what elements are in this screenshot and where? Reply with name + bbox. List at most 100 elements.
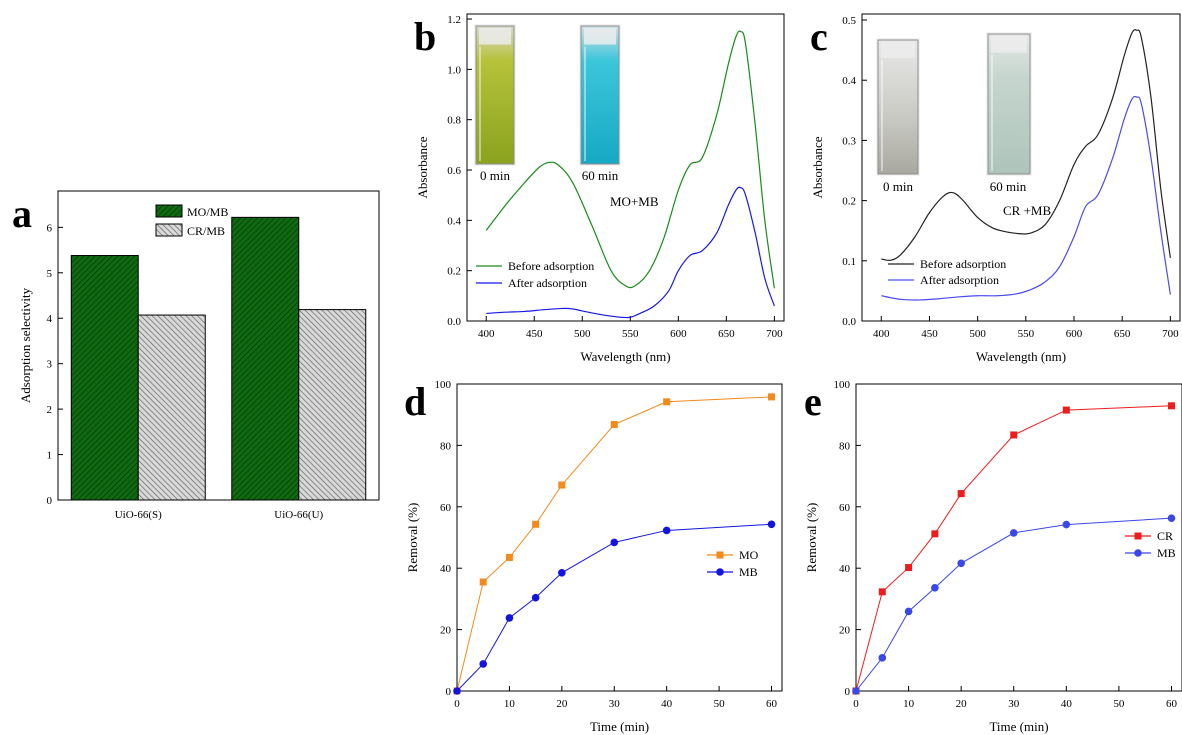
x-tick-label: 450 (526, 328, 543, 340)
x-tick-label: 60 (1166, 698, 1178, 710)
x-tick-label: 60 (766, 698, 778, 710)
x-tick-label: 10 (903, 698, 915, 710)
x-tick-label: 700 (1162, 328, 1179, 340)
x-tick-label: 600 (670, 328, 687, 340)
x-tick-label: 50 (1113, 698, 1125, 710)
y-tick-label: 1.2 (447, 14, 461, 26)
inset-label: 0 min (883, 179, 913, 194)
x-axis-label: Time (min) (590, 719, 649, 734)
vial-cap (479, 28, 511, 45)
data-point (957, 559, 965, 568)
x-tick-label: 450 (921, 328, 938, 340)
legend-label: CR (1157, 529, 1173, 543)
vial-body (987, 33, 1031, 175)
y-tick-label: 5 (47, 268, 53, 280)
series-line-mo (456, 396, 772, 692)
series-line-before-adsorption (485, 30, 775, 289)
data-point (558, 481, 566, 489)
vial-photo-60min (986, 32, 1032, 176)
bar-cr-mb (298, 309, 367, 501)
x-tick-label: 0 (454, 698, 460, 710)
legend-label: Before adsorption (508, 259, 594, 273)
legend-swatch (155, 204, 183, 218)
y-tick-label: 100 (834, 379, 851, 391)
x-tick-label: 20 (956, 698, 968, 710)
x-tick-label: 20 (556, 698, 568, 710)
legend-swatch (155, 223, 183, 237)
data-point (1062, 520, 1071, 529)
legend-marker (1134, 532, 1142, 540)
y-tick-label: 100 (435, 379, 452, 391)
x-tick-label: 0 (853, 698, 859, 710)
panel-letter-b: b (414, 14, 436, 59)
legend-label: MO (739, 548, 759, 562)
data-point (1010, 431, 1018, 439)
inset-label: 60 min (582, 168, 619, 183)
plot-frame-e (855, 383, 1182, 692)
series-line-before-adsorption (881, 29, 1171, 261)
y-tick-label: 3 (47, 359, 53, 371)
data-point (505, 614, 514, 622)
bar-mo-mb (70, 255, 139, 501)
x-tick-label: 500 (969, 328, 986, 340)
y-tick-label: 0.2 (842, 196, 856, 208)
y-axis-label: Removal (%) (405, 503, 420, 573)
annotation-text: CR +MB (1003, 203, 1051, 218)
series-line-mb (855, 517, 1172, 692)
x-tick-label: 40 (1061, 698, 1073, 710)
vial-photo-60min (579, 24, 621, 166)
x-tick-label: 700 (766, 328, 783, 340)
legend-marker (716, 568, 724, 576)
y-tick-label: 60 (440, 502, 452, 514)
plot-frame-c (861, 13, 1181, 322)
legend-label: After adsorption (920, 273, 999, 287)
x-tick-label: 30 (609, 698, 621, 710)
x-tick-label: 40 (661, 698, 673, 710)
data-point (505, 553, 513, 561)
vial-body (475, 25, 515, 165)
x-tick-label: 550 (1018, 328, 1035, 340)
vial-body (580, 25, 620, 165)
y-tick-label: 40 (839, 563, 851, 575)
data-point (531, 593, 540, 602)
y-tick-label: 60 (839, 502, 851, 514)
y-tick-label: 80 (839, 440, 851, 452)
vial-cap (991, 36, 1027, 53)
y-tick-label: 0.4 (842, 75, 856, 87)
y-tick-label: 0.0 (447, 316, 461, 328)
series-line-after-adsorption (881, 95, 1171, 301)
data-point (1167, 514, 1176, 522)
data-point (453, 687, 461, 695)
legend-label: MB (1157, 546, 1176, 560)
y-axis-label: Removal (%) (804, 503, 819, 573)
data-point (767, 520, 776, 529)
panel-letter-a: a (12, 191, 32, 236)
y-tick-label: 0.0 (842, 316, 856, 328)
vial-cap (881, 42, 915, 59)
legend-label: After adsorption (508, 276, 587, 290)
y-tick-label: 40 (440, 563, 452, 575)
panel-letter-d: d (404, 379, 426, 424)
data-point (479, 660, 488, 668)
x-tick-label: 400 (478, 328, 495, 340)
y-tick-label: 0 (446, 686, 452, 698)
y-tick-label: 0.3 (842, 135, 856, 147)
data-point (852, 687, 860, 695)
data-point (610, 538, 619, 547)
legend-marker (1134, 549, 1142, 557)
panel-letter-e: e (804, 379, 822, 424)
y-tick-label: 0.1 (842, 256, 856, 268)
data-point (878, 588, 886, 596)
plot-frame-a (57, 190, 380, 501)
y-axis-label: Adsorption selectivity (18, 287, 33, 403)
data-point (663, 398, 671, 406)
y-tick-label: 0.6 (447, 165, 461, 177)
data-point (558, 569, 566, 577)
data-point (931, 584, 939, 592)
data-point (1167, 402, 1175, 410)
legend-label: Before adsorption (920, 257, 1006, 271)
bar-cr-mb (137, 314, 206, 501)
x-tick-label: 650 (718, 328, 735, 340)
data-point (904, 607, 913, 616)
y-axis-label: Absorbance (415, 136, 430, 198)
